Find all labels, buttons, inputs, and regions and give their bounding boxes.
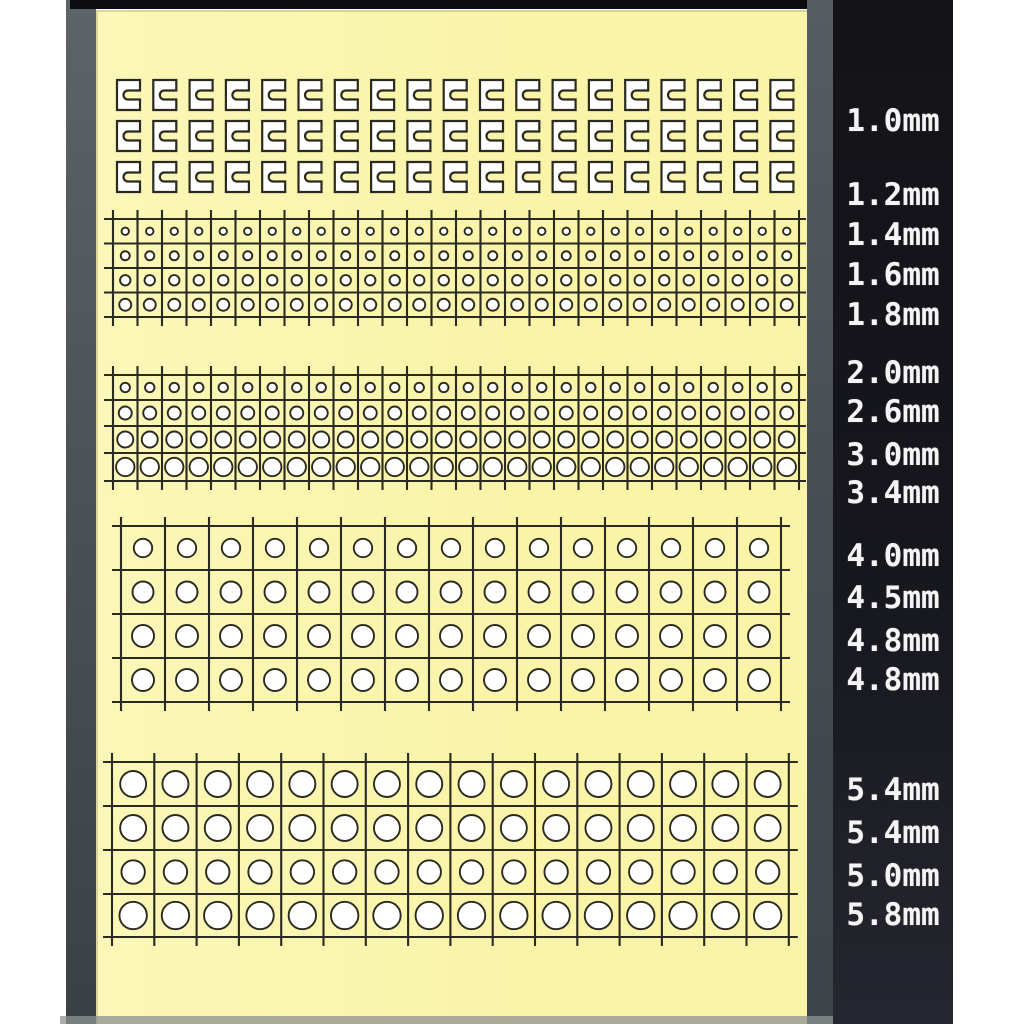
size-label: 5.0mm: [846, 858, 940, 894]
size-label: 1.4mm: [846, 217, 940, 253]
bottom-shadow: [60, 1016, 833, 1024]
size-label: 1.0mm: [846, 103, 940, 139]
sheet-left-edge: [66, 0, 96, 1024]
left-margin: [0, 0, 66, 1024]
size-label-panel: [833, 0, 953, 1024]
size-label: 3.0mm: [846, 437, 940, 473]
size-label: 1.2mm: [846, 177, 940, 213]
size-label: 5.4mm: [846, 772, 940, 808]
size-label: 4.5mm: [846, 580, 940, 616]
size-label: 2.0mm: [846, 355, 940, 391]
size-label: 4.8mm: [846, 623, 940, 659]
size-label: 4.8mm: [846, 662, 940, 698]
size-label: 3.4mm: [846, 475, 940, 511]
size-label: 5.8mm: [846, 897, 940, 933]
size-label: 2.6mm: [846, 394, 940, 430]
size-label: 1.6mm: [846, 257, 940, 293]
right-margin: [953, 0, 1024, 1024]
size-label: 1.8mm: [846, 297, 940, 333]
size-label: 5.4mm: [846, 815, 940, 851]
sheet-right-edge: [807, 0, 833, 1024]
sheet-top-edge: [70, 0, 953, 9]
size-label: 4.0mm: [846, 538, 940, 574]
decal-sheet: [96, 10, 807, 1024]
